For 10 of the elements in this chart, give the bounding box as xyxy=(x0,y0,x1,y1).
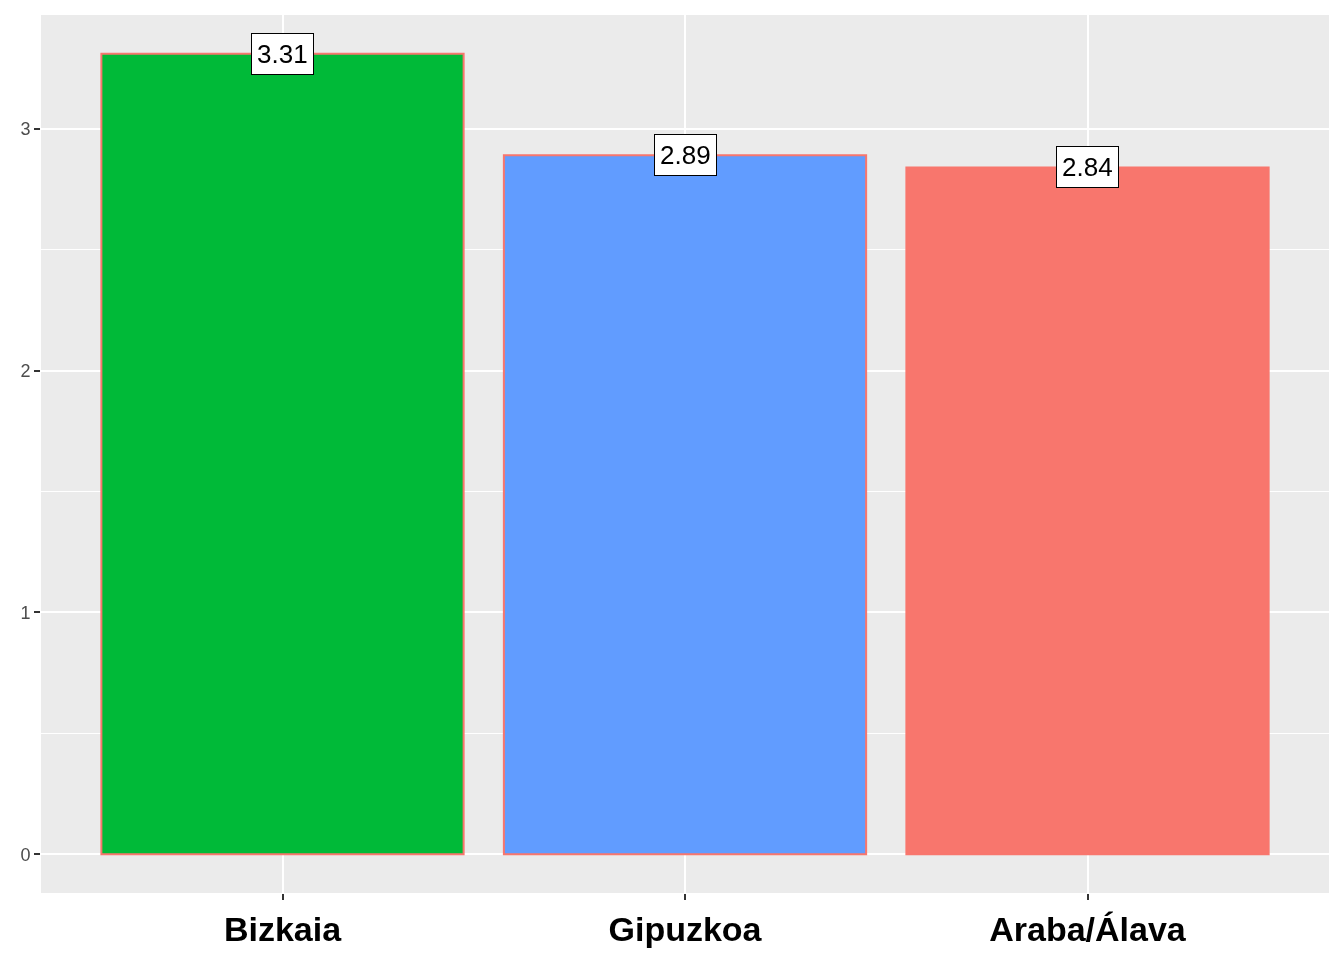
x-tick-label: Bizkaia xyxy=(223,909,343,948)
y-tick-label: 3 xyxy=(20,118,31,139)
x-tick-label: Gipuzkoa xyxy=(608,909,763,948)
data-label: 2.84 xyxy=(1062,152,1113,182)
y-tick-label: 1 xyxy=(20,602,31,623)
y-tick-label: 2 xyxy=(20,360,31,381)
data-label: 3.31 xyxy=(257,39,308,69)
y-tick-label: 0 xyxy=(20,844,31,865)
data-label: 2.89 xyxy=(660,140,711,170)
x-tick-label: Araba/Álava xyxy=(989,909,1187,948)
